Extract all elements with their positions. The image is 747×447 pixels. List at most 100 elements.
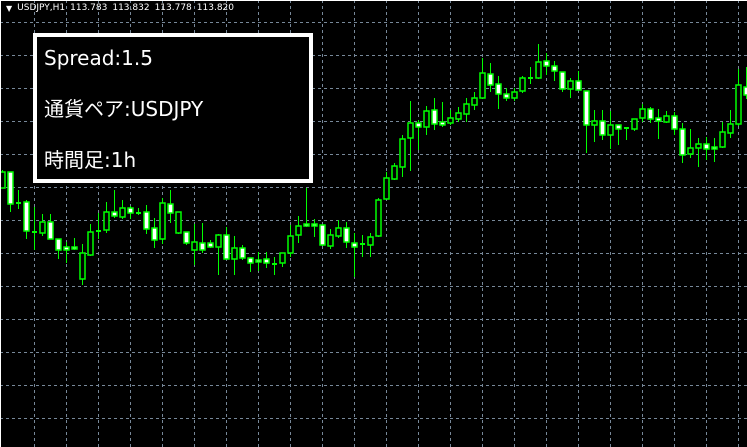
candle (32, 207, 37, 250)
candle-body-bearish (351, 242, 358, 248)
candle-body-bullish (0, 171, 6, 189)
candle-body-bearish (207, 242, 214, 248)
candle (55, 238, 62, 259)
candle-body-bullish (607, 124, 614, 136)
spread-label: Spread:1.5 (44, 46, 153, 70)
candle (551, 61, 558, 81)
candle-body-bullish (407, 122, 414, 139)
candle-body-bearish (239, 247, 246, 259)
candle-body-bullish (87, 231, 94, 256)
candle (719, 122, 726, 148)
candle (647, 107, 654, 123)
candle-body-bullish (159, 202, 166, 240)
candle-body-bearish (671, 115, 678, 130)
candle (423, 106, 430, 135)
candle (87, 224, 94, 256)
candle-body-bullish (567, 80, 574, 90)
candle (447, 110, 454, 125)
candle-body-bullish (79, 252, 86, 280)
candle-body-bullish (383, 177, 390, 200)
candle (71, 238, 78, 250)
candle (415, 120, 422, 150)
ohlc-high: 113.832 (112, 3, 150, 13)
info-panel: Spread:1.5 通貨ペア:USDJPY 時間足:1h (33, 33, 313, 183)
candle-body-bearish (703, 143, 710, 150)
candle (63, 242, 70, 263)
candle-body-bearish (183, 231, 190, 244)
candle (591, 110, 598, 142)
ohlc-close: 113.820 (196, 3, 234, 13)
candle-body-bullish (687, 147, 694, 155)
candle (239, 245, 246, 260)
candle (319, 224, 326, 246)
candle (655, 109, 662, 139)
candle-body-bullish (455, 112, 462, 120)
candle-body-bearish (495, 83, 502, 95)
candle-body-bullish (479, 72, 486, 99)
candle (343, 222, 350, 248)
candle (255, 252, 262, 271)
candle (679, 123, 686, 163)
candle-body-bullish (279, 252, 286, 264)
candle-body-bearish (55, 238, 62, 251)
candle (439, 102, 446, 127)
candle (143, 205, 150, 234)
candle-body-bullish (471, 97, 478, 106)
candle-body-bullish (735, 84, 742, 125)
candle (575, 71, 582, 91)
candle (727, 110, 734, 138)
candle (335, 220, 342, 238)
candle (191, 224, 198, 265)
candle-body-bullish (663, 115, 670, 123)
candle (167, 190, 174, 223)
candle (287, 225, 294, 257)
candle (711, 138, 718, 162)
dropdown-triangle-icon[interactable]: ▼ (6, 3, 13, 13)
candle (279, 252, 286, 267)
candle-body-bearish (303, 223, 310, 227)
candle-body-bullish (215, 234, 222, 248)
candle-body-bullish (695, 143, 702, 149)
candle-body-bullish (295, 225, 302, 236)
currency-pair-label: 通貨ペア:USDJPY (44, 97, 204, 121)
candle (375, 198, 382, 237)
ohlc-open: 113.783 (70, 3, 108, 13)
candle-body-bearish (599, 120, 606, 136)
candle (367, 233, 374, 257)
candle-body-bearish (247, 257, 254, 264)
candle (136, 208, 141, 215)
candle-body-bullish (727, 123, 734, 134)
candle (639, 104, 646, 122)
candle-body-bearish (439, 121, 446, 126)
candle (695, 138, 702, 167)
candle (607, 111, 614, 149)
candle-body-bearish (575, 80, 582, 91)
candle-body-bullish (327, 234, 334, 247)
candle-body-bearish (615, 124, 622, 130)
candle-body-bearish (551, 65, 558, 72)
candle-body-bearish (655, 117, 662, 122)
candle (495, 76, 502, 109)
candle-body-bearish (559, 71, 566, 90)
candle-body-bearish (167, 203, 174, 214)
chart-header: ▼ USDJPY,H1 113.783 113.832 113.778 113.… (6, 3, 234, 13)
candle (111, 190, 118, 218)
ohlc-low: 113.778 (154, 3, 192, 13)
candle (247, 257, 254, 272)
candle (215, 234, 222, 275)
candle (272, 257, 277, 275)
candle-body-bullish (423, 110, 430, 128)
candle (519, 76, 526, 93)
candle (79, 244, 86, 285)
candle-body-bearish (63, 246, 70, 251)
candle-body-bullish (399, 138, 406, 168)
candle (199, 223, 206, 253)
candle-body-bullish (175, 211, 182, 234)
candle-body-bearish (255, 259, 262, 263)
candle-body-bearish (223, 234, 230, 260)
candle (567, 78, 574, 98)
candle (471, 92, 478, 110)
candle-body-bullish (39, 221, 46, 234)
candle (0, 170, 6, 189)
candle (151, 218, 158, 248)
